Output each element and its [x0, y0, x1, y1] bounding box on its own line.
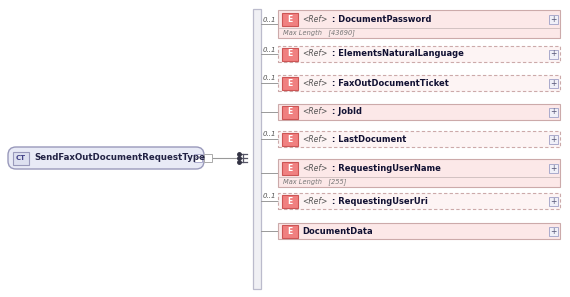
Bar: [13, 151, 29, 165]
Bar: [282, 13, 298, 26]
Text: 0..1: 0..1: [263, 17, 276, 23]
Bar: [278, 223, 560, 239]
Bar: [278, 131, 560, 147]
Bar: [282, 48, 298, 61]
Text: <Ref>: <Ref>: [302, 108, 327, 116]
Text: <Ref>: <Ref>: [302, 50, 327, 59]
Text: +: +: [550, 227, 557, 236]
Text: : ElementsNaturalLanguage: : ElementsNaturalLanguage: [332, 50, 464, 59]
Text: E: E: [287, 197, 292, 206]
Text: E: E: [287, 50, 292, 59]
Bar: [549, 50, 558, 59]
Bar: [194, 154, 202, 162]
Text: Max Length   [255]: Max Length [255]: [283, 178, 347, 185]
Text: : FaxOutDocumentTicket: : FaxOutDocumentTicket: [332, 78, 449, 88]
Bar: [282, 162, 298, 175]
Text: +: +: [550, 135, 557, 143]
Text: +: +: [550, 50, 557, 59]
Text: <Ref>: <Ref>: [302, 78, 327, 88]
Text: E: E: [287, 164, 292, 173]
Bar: [549, 78, 558, 88]
Text: CT: CT: [16, 155, 26, 161]
Text: +: +: [550, 78, 557, 88]
Text: : DocumentPassword: : DocumentPassword: [332, 15, 431, 24]
Bar: [549, 164, 558, 173]
Text: <Ref>: <Ref>: [302, 15, 327, 24]
Text: 0..1: 0..1: [263, 132, 276, 138]
Text: E: E: [287, 108, 292, 116]
Text: E: E: [287, 227, 292, 236]
Text: +: +: [550, 197, 557, 206]
Text: 0..1: 0..1: [263, 47, 276, 53]
Text: +: +: [550, 108, 557, 116]
Text: E: E: [287, 135, 292, 143]
Bar: [282, 195, 298, 208]
Text: E: E: [287, 15, 292, 24]
Text: 0..1: 0..1: [263, 194, 276, 200]
Text: +: +: [550, 15, 557, 24]
Text: E: E: [287, 78, 292, 88]
Bar: [549, 227, 558, 236]
Bar: [549, 15, 558, 24]
Bar: [204, 154, 212, 162]
Text: DocumentData: DocumentData: [302, 227, 373, 236]
Bar: [278, 193, 560, 209]
Bar: [278, 10, 560, 38]
Text: : RequestingUserUri: : RequestingUserUri: [332, 197, 428, 206]
Text: <Ref>: <Ref>: [302, 164, 327, 173]
Bar: [549, 135, 558, 143]
Text: SendFaxOutDocumentRequestType: SendFaxOutDocumentRequestType: [34, 154, 205, 162]
Text: : JobId: : JobId: [332, 108, 362, 116]
Bar: [282, 105, 298, 119]
Text: <Ref>: <Ref>: [302, 135, 327, 143]
Text: −: −: [194, 154, 202, 162]
Text: : RequestingUserName: : RequestingUserName: [332, 164, 441, 173]
Bar: [278, 75, 560, 91]
Bar: [282, 225, 298, 238]
Text: <Ref>: <Ref>: [302, 197, 327, 206]
Bar: [278, 46, 560, 62]
Bar: [253, 9, 261, 289]
FancyBboxPatch shape: [8, 147, 204, 169]
Bar: [278, 159, 560, 187]
Bar: [278, 104, 560, 120]
Text: +: +: [550, 164, 557, 173]
Text: : LastDocument: : LastDocument: [332, 135, 406, 143]
Bar: [282, 132, 298, 146]
Text: 0..1: 0..1: [263, 75, 276, 81]
Bar: [549, 197, 558, 206]
Text: Max Length   [43690]: Max Length [43690]: [283, 29, 355, 36]
Bar: [549, 108, 558, 116]
Bar: [282, 77, 298, 89]
